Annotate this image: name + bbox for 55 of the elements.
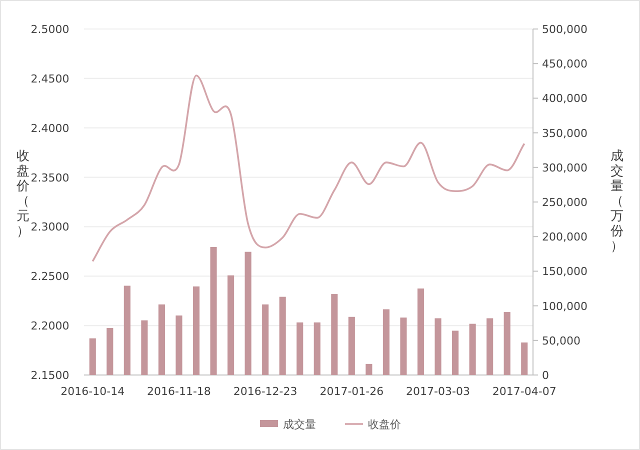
y2-tick-label: 450,000 [542, 58, 588, 71]
bar [486, 318, 494, 375]
bar [521, 342, 528, 375]
bar [176, 315, 182, 375]
bar [141, 320, 148, 375]
bar [348, 316, 355, 375]
legend-label: 收盘价 [368, 418, 401, 431]
bar [452, 330, 459, 375]
x-tick-label: 2016-10-14 [60, 385, 125, 398]
x-tick-label: 2016-11-18 [147, 385, 211, 398]
y2-tick-label: 300,000 [542, 161, 588, 174]
bar [210, 246, 217, 375]
x-tick-label: 2017-03-03 [406, 385, 470, 398]
bar [331, 294, 338, 375]
bar [469, 324, 476, 375]
y2-tick-label: 50,000 [542, 334, 580, 348]
bar [262, 304, 269, 375]
bar [244, 252, 252, 375]
y-tick-label: 2.5000 [30, 23, 70, 36]
y-axis-title: 收盘价（元） [16, 149, 30, 239]
bar [124, 286, 130, 375]
bar [158, 304, 165, 375]
x-tick-label: 2016-12-23 [233, 385, 298, 398]
y2-tick-label: 0 [542, 369, 549, 382]
y-tick-label: 2.3500 [30, 171, 70, 184]
bar [434, 318, 442, 375]
y-tick-label: 2.4000 [30, 122, 70, 135]
y-tick-label: 2.3000 [30, 220, 70, 234]
bar [400, 318, 407, 375]
bar [504, 312, 510, 375]
bar [106, 328, 114, 375]
bar [314, 322, 320, 375]
y2-tick-label: 100,000 [542, 300, 588, 313]
bar [366, 364, 372, 375]
bar [228, 275, 234, 375]
bar [296, 322, 304, 375]
y2-tick-label: 200,000 [542, 230, 588, 244]
x-tick-label: 2017-04-07 [492, 385, 556, 398]
y2-tick-label: 150,000 [542, 265, 588, 278]
y2-axis-title: 成交量（万份） [610, 149, 624, 254]
x-tick-label: 2017-01-26 [320, 385, 384, 398]
bar [192, 286, 200, 375]
y-tick-label: 2.1500 [30, 369, 70, 382]
y2-tick-label: 500,000 [542, 23, 588, 36]
y2-tick-label: 350,000 [542, 126, 588, 140]
y-tick-label: 2.2500 [30, 270, 70, 284]
y2-tick-label: 250,000 [542, 196, 588, 209]
y-tick-label: 2.4500 [30, 72, 70, 86]
legend-label: 成交量 [283, 418, 316, 431]
y2-tick-label: 400,000 [542, 92, 588, 106]
bar [417, 288, 424, 375]
bar [89, 338, 96, 375]
y-tick-label: 2.2000 [30, 320, 70, 333]
bar [382, 309, 390, 375]
bar [279, 296, 286, 375]
